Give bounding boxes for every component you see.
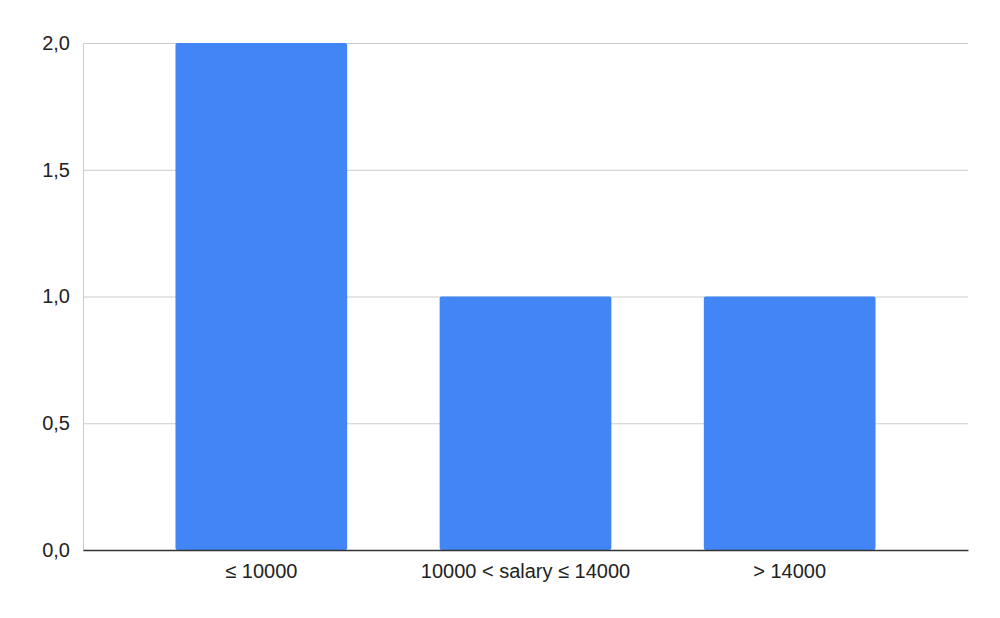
- x-tick: 10000 < salary ≤ 14000: [421, 560, 630, 582]
- y-tick-label: 0,5: [42, 412, 70, 434]
- y-tick-label: 1,0: [42, 285, 70, 307]
- chart: 0,0 0,5 1,0 1,5 2,0 ≤ 10000 10000 < salary ≤ 1…: [0, 0, 1000, 618]
- x-axis: ≤ 10000 10000 < salary ≤ 14000 > 14000: [84, 551, 969, 583]
- bar: [175, 43, 347, 550]
- y-axis: 0,0 0,5 1,0 1,5 2,0: [42, 32, 968, 561]
- background: [0, 0, 1000, 618]
- x-tick: > 14000: [753, 560, 826, 582]
- x-tick-label: > 14000: [753, 560, 826, 582]
- bar: [440, 297, 612, 551]
- bars: [175, 43, 875, 550]
- x-tick-label: ≤ 10000: [225, 560, 297, 582]
- y-tick-label: 0,0: [42, 539, 70, 561]
- x-tick-label: 10000 < salary ≤ 14000: [421, 560, 630, 582]
- x-axis-line: [84, 550, 969, 552]
- x-tick: ≤ 10000: [225, 560, 297, 582]
- y-tick-label: 1,5: [42, 159, 70, 181]
- grid-line: [83, 550, 968, 551]
- bar: [704, 297, 876, 551]
- y-tick-label: 2,0: [42, 32, 70, 54]
